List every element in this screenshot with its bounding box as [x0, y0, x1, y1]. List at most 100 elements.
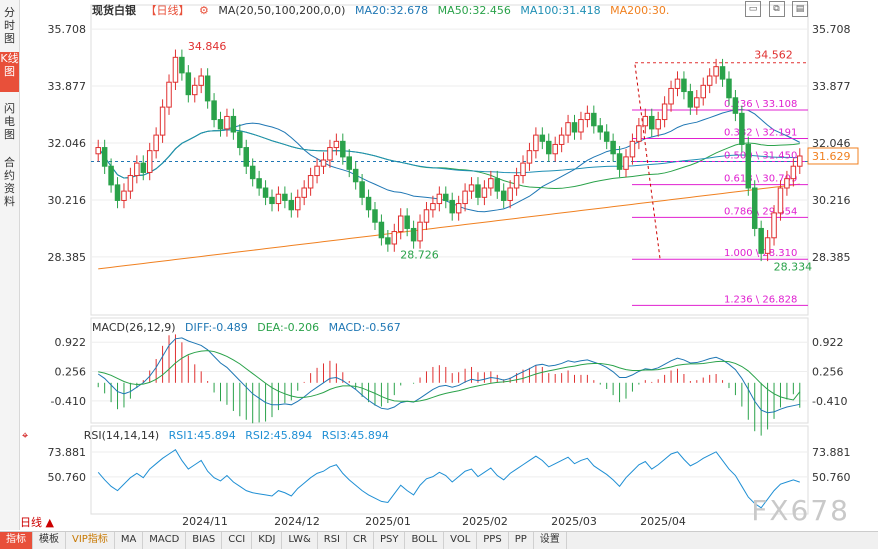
indicator-button[interactable]: PP [509, 532, 534, 549]
macd-tick-right: 0.256 [812, 366, 844, 379]
candle-body [726, 78, 732, 99]
candle-body [584, 112, 591, 121]
indicator-button[interactable]: MACD [143, 532, 187, 549]
macd-header: MACD(26,12,9) DIFF:-0.489 DEA:-0.206 MAC… [92, 321, 401, 334]
candle-body [352, 168, 359, 183]
candle-body [578, 119, 584, 133]
candle-body [488, 178, 494, 189]
fib-level-label: 0.236 \ 33.108 [724, 99, 797, 110]
instrument-name: 现货白银 [92, 4, 136, 17]
candle-body [243, 147, 250, 167]
candle-body [359, 181, 365, 198]
date-axis-label: 2025/01 [365, 515, 411, 528]
candle-body [526, 150, 533, 164]
minimize-icon[interactable]: ▭ [745, 1, 761, 17]
candle-body [616, 153, 623, 170]
candle-body [314, 165, 320, 177]
candle-body [185, 72, 192, 96]
candle-body [636, 125, 642, 142]
candle-body [159, 106, 166, 136]
tab-contract-info[interactable]: 合约资料 [4, 156, 15, 208]
crosshair-icon[interactable]: ⌖ [22, 429, 29, 442]
candle-body [784, 178, 790, 189]
candle-body [249, 165, 256, 180]
candle-body [777, 187, 784, 214]
indicator-button[interactable]: MA [115, 532, 144, 549]
candle-body [378, 221, 385, 239]
candle-body [571, 122, 578, 133]
candle-body [237, 131, 243, 149]
candle-body [732, 97, 739, 114]
fib-level-label: 1.236 \ 26.828 [724, 294, 797, 305]
macd-dea-line [98, 350, 801, 403]
candle-body [591, 112, 597, 127]
candle-body [629, 140, 636, 158]
fib-level-label: 0.382 \ 32.191 [724, 128, 797, 139]
candle-body [533, 134, 539, 152]
candle-body [198, 75, 204, 86]
candle-body [546, 140, 552, 155]
indicator-button[interactable]: CR [347, 532, 374, 549]
candle-body [417, 221, 423, 242]
price-tick-right: 33.877 [812, 80, 851, 93]
candle-body [681, 78, 687, 93]
indicator-button[interactable]: RSI [318, 532, 348, 549]
candle-body [262, 187, 269, 198]
indicator-toolbar: 指标 模板 VIP指标 MA MACD BIAS CCI KDJ LW& RSI CR PSY BOLL… [0, 531, 878, 549]
tab-kline[interactable]: K线图 [0, 52, 19, 92]
fib-diagonal [634, 64, 661, 259]
indicator-button[interactable]: 设置 [534, 532, 567, 549]
candle-body [217, 119, 224, 130]
indicator-button[interactable]: BIAS [186, 532, 223, 549]
indicator-button[interactable]: BOLL [405, 532, 445, 549]
current-price-value: 31.629 [812, 150, 851, 163]
candle-body [224, 115, 230, 130]
period-indicator[interactable]: 【日线】 [145, 4, 190, 17]
candle-body [507, 187, 513, 201]
indicator-button[interactable]: 指标 [0, 532, 33, 549]
rsi1-value: RSI1:45.894 [168, 429, 236, 442]
candle-body [121, 190, 127, 201]
window-controls: ▭ ⧉ ▤ [741, 1, 808, 17]
indicator-button[interactable]: PSY [374, 532, 406, 549]
candle-body [764, 237, 771, 254]
candle-body [713, 66, 719, 77]
candle-body [751, 187, 758, 229]
rsi-tick-right: 73.881 [812, 446, 851, 459]
indicator-button[interactable]: CCI [222, 532, 253, 549]
settings-icon[interactable]: ⚙ [199, 4, 209, 17]
candle-body [436, 193, 443, 205]
candle-body [101, 147, 108, 167]
settings-panel-icon[interactable]: ▤ [792, 1, 808, 17]
macd-tick-left: 0.256 [55, 366, 87, 379]
indicator-button[interactable]: VIP指标 [66, 532, 115, 549]
candle-body [294, 196, 301, 211]
indicator-button[interactable]: KDJ [252, 532, 283, 549]
candle-body [565, 122, 571, 136]
ma200-line [98, 183, 800, 270]
restore-icon[interactable]: ⧉ [768, 1, 785, 17]
candle-body [307, 175, 314, 189]
price-annotation: 28.726 [400, 248, 439, 261]
indicator-button[interactable]: PPS [477, 532, 509, 549]
candle-body [655, 119, 661, 130]
indicator-button[interactable]: VOL [444, 532, 478, 549]
period-selector[interactable]: 日线 ▲ [20, 516, 54, 529]
caret-up-icon: ▲ [45, 516, 54, 529]
candle-body [790, 165, 797, 180]
candle-body [204, 75, 211, 102]
tab-flash-chart[interactable]: 闪电图 [4, 102, 15, 141]
date-axis-label: 2024/12 [274, 515, 320, 528]
candle-body [192, 84, 198, 96]
candle-body [520, 162, 526, 177]
candle-body [603, 131, 610, 142]
fib-level-label: 0.618 \ 30.709 [724, 174, 797, 185]
chart-canvas[interactable]: 0.236 \ 33.108 0.382 \ 32.191 0.500 \ 31.4… [0, 0, 878, 530]
indicator-button[interactable]: 模板 [33, 532, 66, 549]
indicator-button[interactable]: LW& [282, 532, 318, 549]
price-tick-left: 28.385 [48, 251, 87, 264]
rsi-tick-right: 50.760 [812, 471, 851, 484]
date-axis-label: 2025/03 [551, 515, 597, 528]
candle-body [288, 199, 295, 211]
tab-intraday[interactable]: 分时图 [4, 6, 15, 45]
